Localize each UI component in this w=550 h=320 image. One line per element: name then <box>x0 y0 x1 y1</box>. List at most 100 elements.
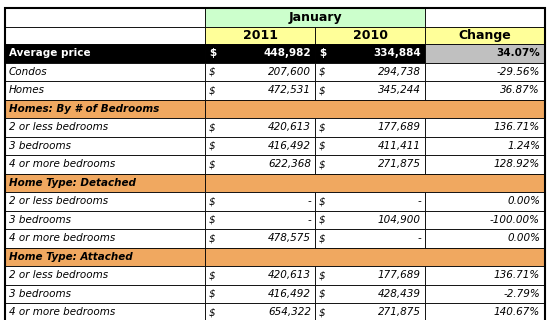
Text: 136.71%: 136.71% <box>494 270 540 280</box>
Text: 411,411: 411,411 <box>378 141 421 151</box>
Text: 428,439: 428,439 <box>378 289 421 299</box>
Text: 104,900: 104,900 <box>378 215 421 225</box>
Bar <box>5 211 205 229</box>
Text: 271,875: 271,875 <box>378 307 421 317</box>
Bar <box>315 118 425 137</box>
Bar <box>425 137 545 155</box>
Bar <box>315 137 425 155</box>
Text: $: $ <box>319 48 326 58</box>
Bar <box>205 8 425 27</box>
Bar <box>205 173 545 192</box>
Text: 271,875: 271,875 <box>378 159 421 169</box>
Text: $: $ <box>209 307 216 317</box>
Text: 128.92%: 128.92% <box>494 159 540 169</box>
Bar <box>5 118 205 137</box>
Text: $: $ <box>319 141 326 151</box>
Bar <box>425 8 545 27</box>
Bar <box>205 155 315 173</box>
Bar <box>5 173 205 192</box>
Bar <box>315 62 425 81</box>
Bar <box>205 211 315 229</box>
Bar <box>205 192 315 211</box>
Bar <box>5 62 205 81</box>
Text: 177,689: 177,689 <box>378 270 421 280</box>
Text: $: $ <box>319 233 326 243</box>
Text: $: $ <box>319 307 326 317</box>
Text: $: $ <box>209 48 216 58</box>
Text: Home Type: Attached: Home Type: Attached <box>9 252 133 262</box>
Text: $: $ <box>319 122 326 132</box>
Bar <box>5 284 205 303</box>
Bar <box>425 44 545 62</box>
Text: 36.87%: 36.87% <box>500 85 540 95</box>
Text: 416,492: 416,492 <box>268 289 311 299</box>
Bar <box>5 266 205 284</box>
Bar <box>315 211 425 229</box>
Bar <box>425 211 545 229</box>
Bar <box>315 266 425 284</box>
Text: 294,738: 294,738 <box>378 67 421 77</box>
Text: 3 bedrooms: 3 bedrooms <box>9 215 71 225</box>
Text: 478,575: 478,575 <box>268 233 311 243</box>
Bar <box>315 284 425 303</box>
Text: 34.07%: 34.07% <box>496 48 540 58</box>
Text: 448,982: 448,982 <box>263 48 311 58</box>
Bar <box>425 192 545 211</box>
Bar <box>315 27 425 44</box>
Text: 472,531: 472,531 <box>268 85 311 95</box>
Bar <box>205 62 315 81</box>
Text: 2 or less bedrooms: 2 or less bedrooms <box>9 122 108 132</box>
Bar <box>315 155 425 173</box>
Text: Homes: By # of Bedrooms: Homes: By # of Bedrooms <box>9 104 160 114</box>
Text: 622,368: 622,368 <box>268 159 311 169</box>
Text: Homes: Homes <box>9 85 45 95</box>
Bar <box>5 100 205 118</box>
Text: 4 or more bedrooms: 4 or more bedrooms <box>9 307 116 317</box>
Text: 4 or more bedrooms: 4 or more bedrooms <box>9 233 116 243</box>
Bar <box>5 229 205 247</box>
Bar <box>205 137 315 155</box>
Text: Home Type: Detached: Home Type: Detached <box>9 178 136 188</box>
Bar <box>205 81 315 100</box>
Bar <box>205 118 315 137</box>
Bar <box>425 62 545 81</box>
Bar <box>425 284 545 303</box>
Bar <box>5 155 205 173</box>
Text: $: $ <box>319 196 326 206</box>
Bar <box>5 8 205 27</box>
Text: $: $ <box>209 270 216 280</box>
Bar <box>315 229 425 247</box>
Text: $: $ <box>319 159 326 169</box>
Text: 2010: 2010 <box>353 29 388 42</box>
Text: $: $ <box>319 85 326 95</box>
Text: 2 or less bedrooms: 2 or less bedrooms <box>9 270 108 280</box>
Bar <box>315 44 425 62</box>
Bar <box>425 27 545 44</box>
Text: 0.00%: 0.00% <box>507 233 540 243</box>
Text: 416,492: 416,492 <box>268 141 311 151</box>
Text: $: $ <box>209 196 216 206</box>
Text: 2 or less bedrooms: 2 or less bedrooms <box>9 196 108 206</box>
Text: $: $ <box>319 289 326 299</box>
Text: Condos: Condos <box>9 67 48 77</box>
Bar <box>205 284 315 303</box>
Text: 0.00%: 0.00% <box>507 196 540 206</box>
Text: 2011: 2011 <box>243 29 278 42</box>
Text: 1.24%: 1.24% <box>507 141 540 151</box>
Text: 345,244: 345,244 <box>378 85 421 95</box>
Text: 654,322: 654,322 <box>268 307 311 317</box>
Bar <box>5 27 205 44</box>
Bar <box>315 81 425 100</box>
Text: 3 bedrooms: 3 bedrooms <box>9 289 71 299</box>
Text: 3 bedrooms: 3 bedrooms <box>9 141 71 151</box>
Text: 420,613: 420,613 <box>268 270 311 280</box>
Bar <box>5 247 205 266</box>
Text: 140.67%: 140.67% <box>494 307 540 317</box>
Text: 136.71%: 136.71% <box>494 122 540 132</box>
Bar <box>5 44 205 62</box>
Text: -100.00%: -100.00% <box>490 215 540 225</box>
Text: 207,600: 207,600 <box>268 67 311 77</box>
Text: Change: Change <box>459 29 512 42</box>
Bar <box>425 303 545 320</box>
Text: $: $ <box>209 215 216 225</box>
